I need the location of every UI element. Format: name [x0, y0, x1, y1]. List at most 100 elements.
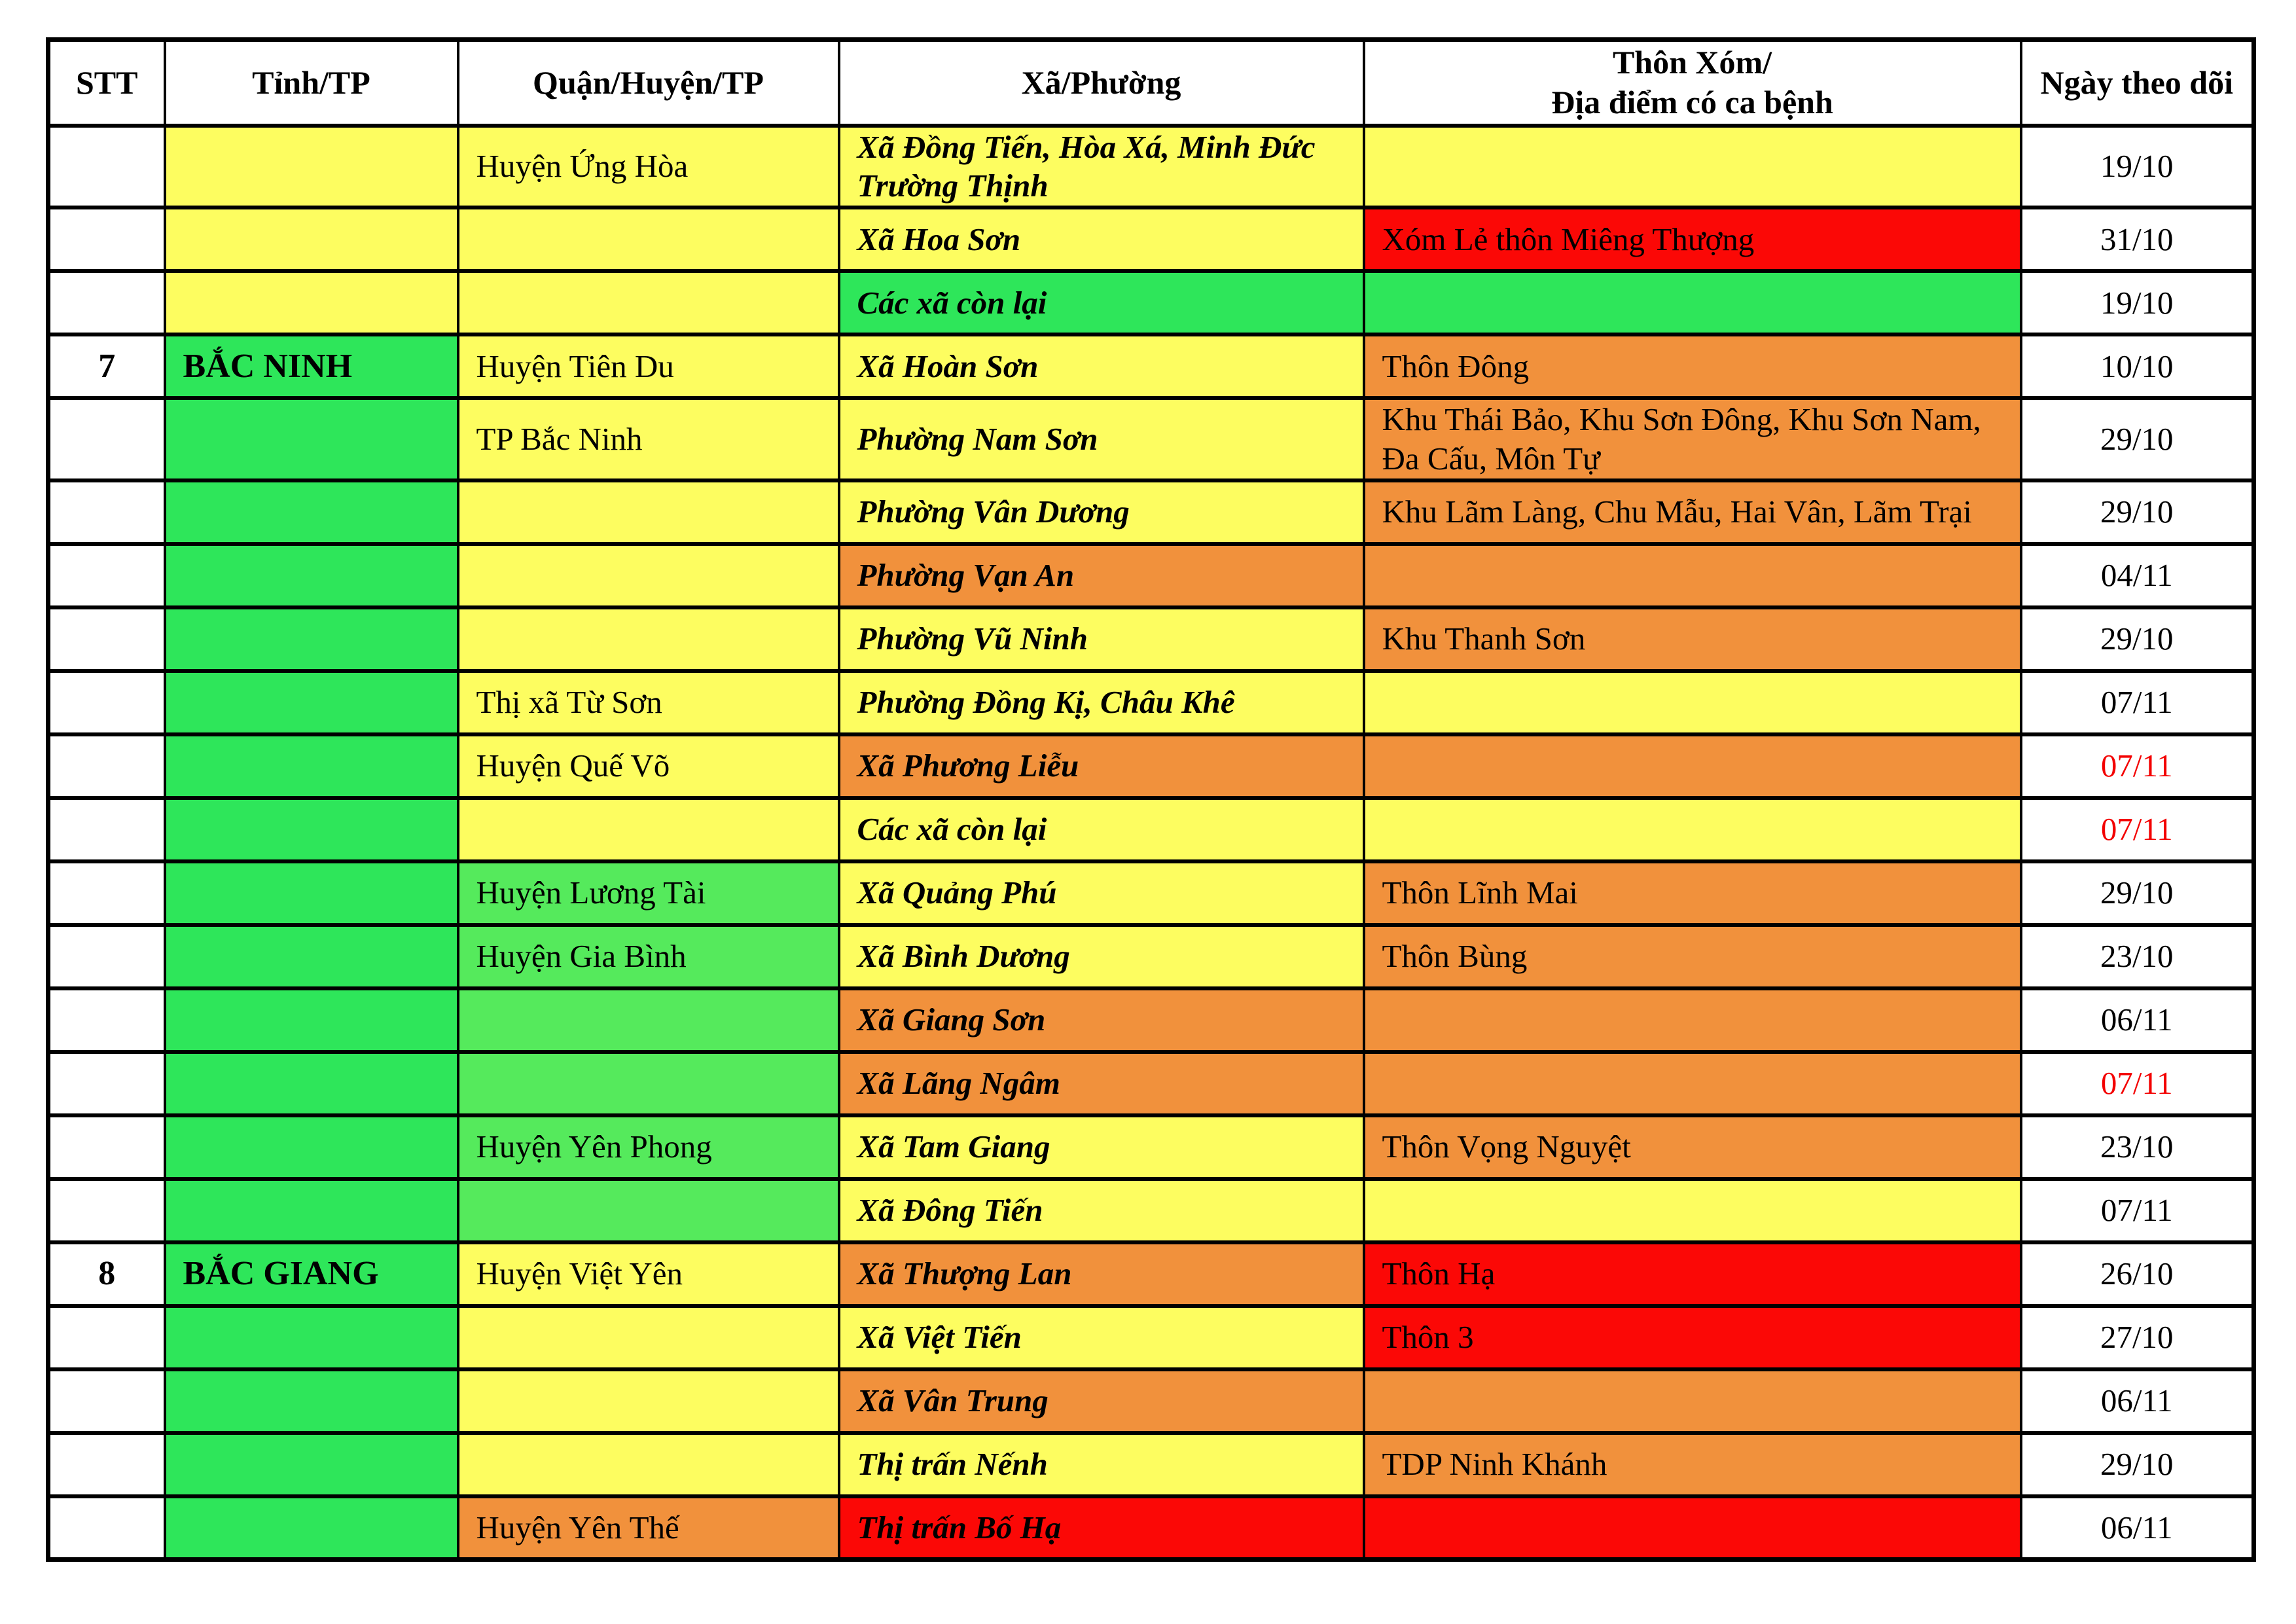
cell-tinh	[163, 795, 459, 863]
cell-thon: Thôn Vọng Nguyệt	[1362, 1113, 2022, 1181]
cell-thon: Thôn Lĩnh Mai	[1362, 859, 2022, 927]
cell-tinh	[163, 1494, 459, 1562]
cell-quan	[456, 795, 840, 863]
table-row: Huyện Gia Bình Xã Bình Dương Thôn Bùng 23/1…	[46, 922, 2255, 990]
cell-tinh	[163, 922, 459, 990]
table-row: Xã Giang Sơn 06/11	[46, 986, 2255, 1054]
cell-ngay: 29/10	[2019, 1430, 2255, 1498]
col-header-xa: Xã/Phường	[837, 37, 1365, 128]
cell-tinh	[163, 1113, 459, 1181]
cell-ngay: 07/11	[2019, 732, 2255, 800]
cell-xa: Xã Thượng Lan	[837, 1240, 1365, 1308]
cell-xa: Các xã còn lại	[837, 269, 1365, 337]
cell-ngay: 04/11	[2019, 541, 2255, 609]
cell-stt	[46, 206, 166, 274]
cell-thon	[1362, 732, 2022, 800]
cell-tinh	[163, 1367, 459, 1435]
cell-stt	[46, 1049, 166, 1117]
cell-tinh	[163, 541, 459, 609]
cell-thon	[1362, 1049, 2022, 1117]
cell-xa: Xã Hoa Sơn	[837, 206, 1365, 274]
table-row: Huyện Lương Tài Xã Quảng Phú Thôn Lĩnh Mai…	[46, 859, 2255, 927]
cell-quan	[456, 541, 840, 609]
cell-ngay: 19/10	[2019, 269, 2255, 337]
cell-ngay: 07/11	[2019, 795, 2255, 863]
table-row: Phường Vũ Ninh Khu Thanh Sơn 29/10	[46, 605, 2255, 673]
cell-xa: Xã Đông Tiến	[837, 1176, 1365, 1244]
cell-xa: Xã Vân Trung	[837, 1367, 1365, 1435]
cell-quan: Huyện Tiên Du	[456, 333, 840, 401]
cell-xa: Xã Tam Giang	[837, 1113, 1365, 1181]
cell-xa: Phường Vũ Ninh	[837, 605, 1365, 673]
cell-thon	[1362, 1367, 2022, 1435]
cell-tinh	[163, 478, 459, 546]
covid-monitoring-table: STT Tỉnh/TP Quận/Huyện/TP Xã/Phường Thôn…	[46, 37, 2256, 1562]
table-row: Huyện Yên Thế Thị trấn Bố Hạ 06/11	[46, 1494, 2255, 1562]
cell-xa: Xã Đồng Tiến, Hòa Xá, Minh Đức Trường Th…	[837, 123, 1365, 210]
cell-quan	[456, 269, 840, 337]
cell-thon	[1362, 123, 2022, 210]
cell-tinh	[163, 1430, 459, 1498]
table-row: 8 BẮC GIANG Huyện Việt Yên Xã Thượng Lan Thô…	[46, 1240, 2255, 1308]
cell-thon	[1362, 986, 2022, 1054]
cell-stt	[46, 668, 166, 736]
cell-quan: Huyện Quế Võ	[456, 732, 840, 800]
cell-tinh	[163, 732, 459, 800]
cell-quan: Huyện Lương Tài	[456, 859, 840, 927]
cell-stt	[46, 732, 166, 800]
col-header-thon-line1: Thôn Xóm/	[1612, 44, 1772, 81]
table-row: Phường Vân Dương Khu Lãm Làng, Chu Mẫu, H…	[46, 478, 2255, 546]
table-row: Huyện Yên Phong Xã Tam Giang Thôn Vọng Ngu…	[46, 1113, 2255, 1181]
cell-tinh: BẮC GIANG	[163, 1240, 459, 1308]
cell-thon: Thôn Hạ	[1362, 1240, 2022, 1308]
cell-stt	[46, 269, 166, 337]
cell-tinh	[163, 859, 459, 927]
cell-xa: Các xã còn lại	[837, 795, 1365, 863]
cell-ngay: 29/10	[2019, 859, 2255, 927]
cell-stt	[46, 1176, 166, 1244]
col-header-stt: STT	[46, 37, 166, 128]
cell-xa: Xã Quảng Phú	[837, 859, 1365, 927]
cell-stt	[46, 1494, 166, 1562]
cell-xa: Thị trấn Bố Hạ	[837, 1494, 1365, 1562]
cell-stt: 8	[46, 1240, 166, 1308]
cell-thon	[1362, 795, 2022, 863]
cell-quan: Huyện Yên Thế	[456, 1494, 840, 1562]
table-row: Xã Hoa Sơn Xóm Lẻ thôn Miêng Thượng 31/10	[46, 206, 2255, 274]
cell-tinh	[163, 668, 459, 736]
cell-ngay: 26/10	[2019, 1240, 2255, 1308]
cell-quan: TP Bắc Ninh	[456, 396, 840, 482]
cell-xa: Phường Vân Dương	[837, 478, 1365, 546]
cell-tinh	[163, 1049, 459, 1117]
cell-xa: Phường Nam Sơn	[837, 396, 1365, 482]
cell-quan	[456, 1367, 840, 1435]
cell-ngay: 23/10	[2019, 922, 2255, 990]
table-row: Phường Vạn An 04/11	[46, 541, 2255, 609]
cell-ngay: 07/11	[2019, 1176, 2255, 1244]
cell-stt	[46, 922, 166, 990]
table-row: Huyện Ứng Hòa Xã Đồng Tiến, Hòa Xá, Minh …	[46, 123, 2255, 210]
table-row: Các xã còn lại 19/10	[46, 269, 2255, 337]
cell-quan	[456, 206, 840, 274]
cell-stt	[46, 605, 166, 673]
table-row: Thị xã Từ Sơn Phường Đồng Kị, Châu Khê 07/…	[46, 668, 2255, 736]
cell-quan: Huyện Yên Phong	[456, 1113, 840, 1181]
cell-quan: Huyện Gia Bình	[456, 922, 840, 990]
cell-thon	[1362, 1176, 2022, 1244]
cell-tinh	[163, 1303, 459, 1371]
cell-xa: Xã Bình Dương	[837, 922, 1365, 990]
cell-tinh	[163, 605, 459, 673]
cell-xa: Xã Phương Liễu	[837, 732, 1365, 800]
cell-tinh	[163, 206, 459, 274]
cell-stt	[46, 1113, 166, 1181]
cell-xa: Xã Việt Tiến	[837, 1303, 1365, 1371]
cell-quan	[456, 1176, 840, 1244]
cell-thon	[1362, 1494, 2022, 1562]
cell-xa: Thị trấn Nếnh	[837, 1430, 1365, 1498]
cell-stt: 7	[46, 333, 166, 401]
cell-xa: Xã Lãng Ngâm	[837, 1049, 1365, 1117]
cell-ngay: 06/11	[2019, 1494, 2255, 1562]
cell-thon: Thôn Bùng	[1362, 922, 2022, 990]
cell-quan	[456, 986, 840, 1054]
cell-ngay: 31/10	[2019, 206, 2255, 274]
